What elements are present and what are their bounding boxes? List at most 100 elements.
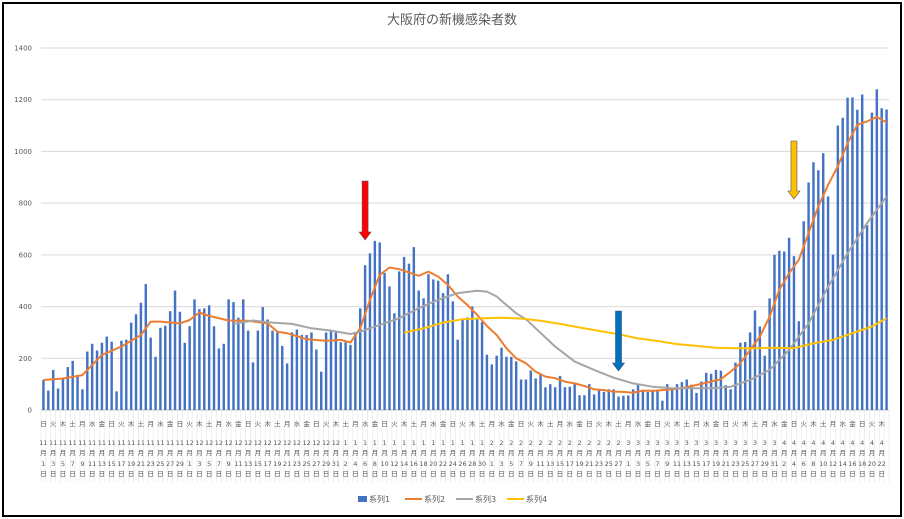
legend-label: 系列4 [526, 494, 547, 504]
x-tick-label: 土 12 月 5 日 [205, 419, 213, 478]
month-label: 12 [293, 439, 301, 447]
weekday-label: 日 [313, 420, 320, 428]
bar [768, 298, 771, 410]
weekday-label: 火 [459, 420, 466, 428]
month-suffix: 月 [391, 449, 398, 457]
weekday-label: 水 [157, 419, 164, 428]
month-label: 4 [831, 439, 835, 447]
line-2 [43, 116, 888, 394]
day-label: 18 [858, 460, 866, 468]
bar [441, 293, 445, 410]
bar [363, 265, 367, 410]
month-label: 11 [147, 439, 155, 447]
month-label: 12 [215, 439, 223, 447]
weekday-label: 火 [323, 420, 330, 428]
x-tick-label: 金 12 月 11 日 [234, 419, 242, 478]
month-suffix: 月 [557, 449, 564, 457]
month-suffix: 月 [381, 449, 388, 457]
x-tick-label: 土 2 月 13 日 [546, 419, 554, 478]
month-label: 1 [480, 439, 484, 447]
day-label: 15 [692, 460, 700, 468]
day-label: 8 [373, 460, 377, 468]
weekday-label: 月 [147, 420, 154, 428]
month-suffix: 月 [606, 449, 613, 457]
month-label: 4 [870, 439, 874, 447]
bar [524, 379, 528, 410]
month-suffix: 月 [674, 449, 681, 457]
bar [836, 125, 840, 411]
month-suffix: 月 [508, 449, 515, 457]
day-suffix: 日 [69, 470, 76, 478]
y-tick-label: 800 [19, 200, 32, 208]
day-suffix: 日 [839, 470, 846, 478]
bar [446, 274, 450, 410]
x-tick-label: 水 2 月 3 日 [498, 419, 505, 478]
month-suffix: 月 [138, 449, 145, 457]
day-label: 29 [176, 460, 184, 468]
bar [529, 370, 533, 410]
month-label: 11 [127, 439, 135, 447]
month-suffix: 月 [167, 449, 174, 457]
x-tick-label: 木 11 月 5 日 [59, 419, 67, 478]
y-axis: 0 200 400 600 800 1000 1200 1400 [14, 45, 32, 415]
month-label: 4 [782, 439, 786, 447]
weekday-label: 木 [60, 419, 67, 428]
month-suffix: 月 [430, 449, 437, 457]
x-tick-label: 土 11 月 21 日 [137, 419, 145, 478]
month-suffix: 月 [294, 449, 301, 457]
weekday-label: 日 [40, 420, 47, 428]
bar [212, 326, 216, 410]
weekday-label: 金 [508, 419, 515, 428]
day-suffix: 日 [878, 470, 885, 478]
bar [125, 339, 128, 410]
day-suffix: 日 [450, 470, 457, 478]
x-tick-label: 木 3 月 11 日 [673, 419, 681, 478]
month-suffix: 月 [645, 449, 652, 457]
day-label: 20 [429, 460, 437, 468]
bar [826, 196, 830, 410]
day-suffix: 日 [362, 470, 369, 478]
day-suffix: 日 [752, 470, 759, 478]
bar [168, 311, 172, 410]
month-suffix: 月 [440, 449, 447, 457]
bar [597, 389, 601, 410]
day-suffix: 日 [498, 470, 505, 478]
month-suffix: 月 [537, 449, 544, 457]
bar [47, 390, 50, 410]
day-suffix: 日 [674, 470, 681, 478]
bar [578, 395, 581, 410]
x-tick-label: 日 2 月 7 日 [518, 420, 525, 478]
bar [817, 170, 820, 410]
weekday-label: 月 [557, 420, 564, 428]
month-label: 12 [273, 439, 281, 447]
bar [695, 392, 698, 410]
x-tick-label: 木 11 月 19 日 [127, 419, 135, 478]
bar [573, 384, 576, 410]
month-suffix: 月 [722, 449, 729, 457]
bar [427, 274, 430, 410]
day-label: 16 [848, 460, 856, 468]
bar [242, 299, 245, 410]
bar [534, 378, 537, 410]
bar [680, 382, 684, 410]
bar [700, 381, 703, 410]
x-tick-label: 木 12 月 3 日 [195, 419, 203, 478]
day-label: 17 [117, 460, 125, 468]
bar [329, 330, 333, 410]
bar [422, 298, 425, 410]
x-tick-label: 月 4 月 12 日 [829, 420, 837, 478]
day-suffix: 日 [167, 470, 174, 478]
weekday-label: 水 [362, 419, 369, 428]
month-suffix: 月 [479, 449, 486, 457]
day-label: 27 [166, 460, 174, 468]
legend-item: 系列4 [507, 494, 547, 504]
month-label: 4 [860, 439, 864, 447]
month-label: 11 [166, 439, 174, 447]
day-suffix: 日 [781, 470, 788, 478]
x-tick-label: 木 3 月 25 日 [741, 419, 749, 478]
day-suffix: 日 [128, 470, 135, 478]
weekday-label: 月 [420, 420, 427, 428]
bar [627, 395, 630, 410]
x-axis: 日11月1日火11月3日木11月5日土11月7日月11月9日水11月11日金11… [39, 409, 890, 482]
